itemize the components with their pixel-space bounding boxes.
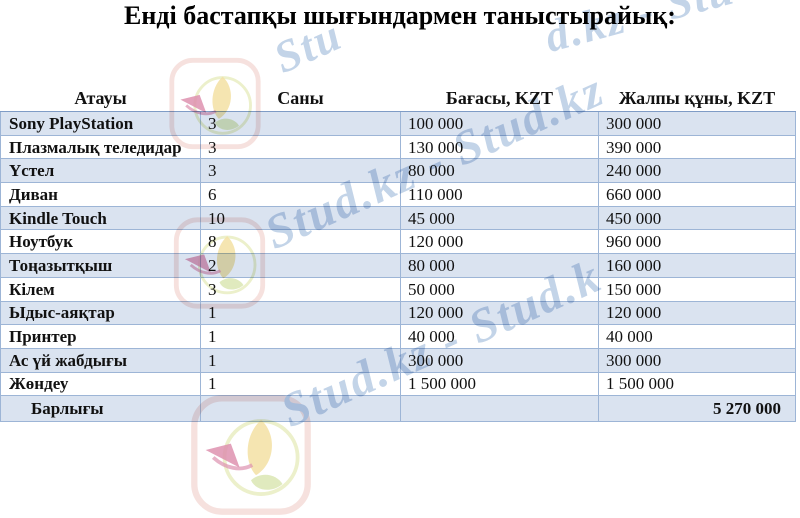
quantity-cell: 3: [200, 158, 401, 184]
table-body: Sony PlayStation 3 100 000 300 000 Плазм…: [0, 111, 796, 397]
price-cell: 1 500 000: [400, 371, 599, 397]
table-row: Жөндеу 1 1 500 000 1 500 000: [0, 371, 796, 397]
quantity-cell: 10: [200, 205, 401, 231]
quantity-cell: 8: [200, 229, 401, 255]
price-cell: 100 000: [400, 111, 599, 136]
table-row: Ас үй жабдығы 1 300 000 300 000: [0, 347, 796, 373]
header-total: Жалпы құны, KZT: [598, 85, 796, 112]
table-row: Принтер 1 40 000 40 000: [0, 324, 796, 349]
item-name-cell: Диван: [0, 182, 201, 207]
quantity-cell: 3: [200, 111, 401, 136]
total-cell: 300 000: [598, 347, 796, 373]
quantity-cell: 6: [200, 182, 401, 207]
item-name-cell: Кілем: [0, 276, 201, 302]
header-price: Бағасы, KZT: [400, 85, 599, 112]
total-empty-cell: [400, 395, 599, 423]
quantity-cell: 3: [200, 276, 401, 302]
price-cell: 80 000: [400, 253, 599, 278]
table-row: Плазмалық теледидар 3 130 000 390 000: [0, 134, 796, 160]
table-row: Тоңазытқыш 2 80 000 160 000: [0, 253, 796, 278]
table-row: Ыдыс-аяқтар 1 120 000 120 000: [0, 300, 796, 326]
price-cell: 110 000: [400, 182, 599, 207]
table-row: Үстел 3 80 000 240 000: [0, 158, 796, 184]
total-cell: 390 000: [598, 134, 796, 160]
table-row: Ноутбук 8 120 000 960 000: [0, 229, 796, 255]
total-cell: 300 000: [598, 111, 796, 136]
item-name-cell: Sony PlayStation: [0, 111, 201, 136]
item-name-cell: Ас үй жабдығы: [0, 347, 201, 373]
total-empty-cell: [200, 395, 401, 423]
page-title: Енді бастапқы шығындармен таныстырайық:: [124, 1, 676, 30]
item-name-cell: Тоңазытқыш: [0, 253, 201, 278]
total-cell: 960 000: [598, 229, 796, 255]
price-cell: 45 000: [400, 205, 599, 231]
quantity-cell: 1: [200, 324, 401, 349]
table-row: Kindle Touch 10 45 000 450 000: [0, 205, 796, 231]
header-quantity: Саны: [200, 85, 401, 112]
total-cell: 450 000: [598, 205, 796, 231]
price-cell: 120 000: [400, 300, 599, 326]
table-row: Кілем 3 50 000 150 000: [0, 276, 796, 302]
item-name-cell: Үстел: [0, 158, 201, 184]
total-cell: 1 500 000: [598, 371, 796, 397]
total-cell: 150 000: [598, 276, 796, 302]
total-label-cell: Барлығы: [0, 395, 201, 423]
price-cell: 40 000: [400, 324, 599, 349]
quantity-cell: 1: [200, 371, 401, 397]
total-cell: 240 000: [598, 158, 796, 184]
price-cell: 130 000: [400, 134, 599, 160]
price-cell: 80 000: [400, 158, 599, 184]
grand-total-cell: 5 270 000: [598, 395, 796, 423]
item-name-cell: Принтер: [0, 324, 201, 349]
quantity-cell: 2: [200, 253, 401, 278]
table-header-row: Атауы Саны Бағасы, KZT Жалпы құны, KZT: [0, 85, 796, 112]
item-name-cell: Ноутбук: [0, 229, 201, 255]
table-row: Диван 6 110 000 660 000: [0, 182, 796, 207]
quantity-cell: 1: [200, 347, 401, 373]
total-cell: 40 000: [598, 324, 796, 349]
table-row: Sony PlayStation 3 100 000 300 000: [0, 111, 796, 136]
total-row: Барлығы 5 270 000: [0, 395, 796, 423]
total-cell: 660 000: [598, 182, 796, 207]
item-name-cell: Плазмалық теледидар: [0, 134, 201, 160]
price-cell: 50 000: [400, 276, 599, 302]
item-name-cell: Ыдыс-аяқтар: [0, 300, 201, 326]
total-cell: 160 000: [598, 253, 796, 278]
quantity-cell: 3: [200, 134, 401, 160]
costs-table: Атауы Саны Бағасы, KZT Жалпы құны, KZT S…: [0, 85, 796, 423]
price-cell: 120 000: [400, 229, 599, 255]
header-name: Атауы: [0, 85, 201, 112]
quantity-cell: 1: [200, 300, 401, 326]
item-name-cell: Жөндеу: [0, 371, 201, 397]
total-cell: 120 000: [598, 300, 796, 326]
item-name-cell: Kindle Touch: [0, 205, 201, 231]
price-cell: 300 000: [400, 347, 599, 373]
